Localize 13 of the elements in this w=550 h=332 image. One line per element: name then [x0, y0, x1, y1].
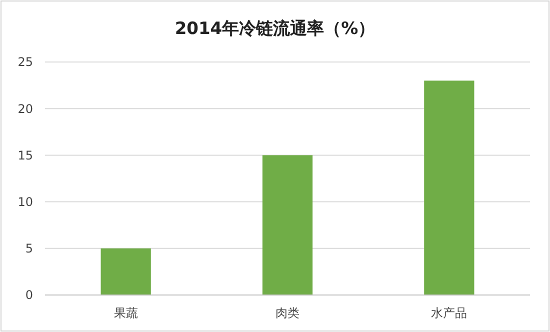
bar	[424, 80, 474, 295]
bar	[262, 155, 313, 295]
x-tick-label: 水产品	[431, 306, 468, 320]
bar	[100, 248, 151, 295]
y-tick-label: 5	[25, 242, 33, 256]
y-tick-label: 10	[18, 195, 33, 209]
y-tick-label: 20	[18, 102, 33, 116]
x-tick-label: 肉类	[276, 306, 300, 320]
y-tick-label: 0	[25, 288, 33, 302]
x-tick-label: 果蔬	[114, 306, 138, 320]
y-tick-label: 25	[18, 55, 33, 70]
y-tick-label: 15	[18, 148, 33, 162]
chart-title: 2014年冷链流通率（%）	[174, 19, 376, 39]
